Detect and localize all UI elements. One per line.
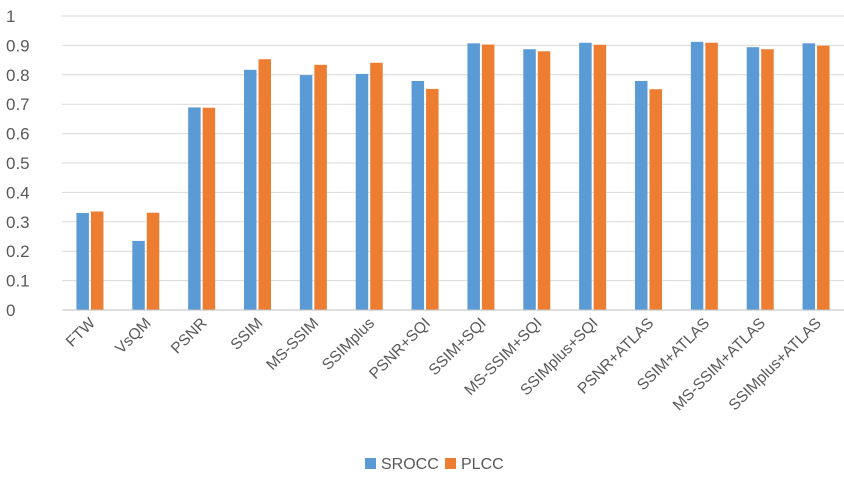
legend-swatch-srocc [365, 458, 376, 469]
gridlines [62, 15, 844, 282]
bar-srocc-ftw [76, 212, 89, 310]
bar-srocc-psnr-plus-atlas [635, 80, 648, 310]
legend-label-plcc: PLCC [461, 456, 504, 473]
legend-swatch-plcc [445, 458, 456, 469]
y-tick-label: 0.9 [6, 36, 30, 55]
bars [76, 41, 830, 311]
bar-srocc-ms-ssim-plus-sqi [523, 49, 536, 311]
bar-plcc-ssim-plus-sqi [481, 44, 495, 310]
bar-srocc-ssim-plus-atlas [690, 41, 704, 310]
y-tick-label: 0.2 [6, 242, 30, 261]
x-category-label: PSNR [168, 315, 210, 357]
bar-srocc-vsqm [132, 240, 145, 310]
y-tick-label: 0.6 [6, 125, 30, 144]
y-tick-label: 0.8 [6, 66, 30, 85]
bar-srocc-psnr [188, 107, 201, 311]
y-tick-label: 0.4 [6, 183, 30, 202]
y-tick-label: 0.1 [6, 272, 30, 291]
bar-plcc-ms-ssim-plus-sqi [537, 51, 551, 310]
bar-srocc-ssimplus-plus-atlas [802, 43, 816, 310]
y-tick-label: 0.3 [6, 213, 30, 232]
x-category-label: MS-SSIM+ATLAS [670, 315, 769, 414]
x-category-label: SSIMplus+ATLAS [726, 315, 825, 414]
bar-plcc-vsqm [146, 212, 160, 310]
bar-plcc-ms-ssim [314, 64, 327, 310]
x-category-label: VsQM [112, 315, 154, 357]
bar-srocc-psnr-plus-sqi [411, 80, 425, 310]
bar-srocc-ms-ssim [299, 75, 313, 311]
bar-srocc-ssim-plus-sqi [467, 43, 480, 310]
x-category-label: SSIM [228, 315, 267, 354]
x-category-label: SSIMplus [319, 315, 378, 374]
bar-plcc-ssim [258, 59, 271, 310]
bar-plcc-psnr [202, 107, 216, 310]
y-tick-label: 0.5 [6, 154, 30, 173]
x-category-label: MS-SSIM [263, 315, 322, 374]
y-tick-label: 0.7 [6, 95, 30, 114]
x-category-label: FTW [63, 315, 99, 351]
bar-plcc-ssimplus-plus-sqi [593, 44, 607, 310]
bar-plcc-ssimplus [370, 62, 383, 310]
legend-label-srocc: SROCC [381, 456, 439, 473]
bar-srocc-ms-ssim-plus-atlas [746, 47, 760, 310]
y-axis-tick-labels: 0 0.1 0.2 0.3 0.4 0.5 0.6 0.7 0.8 0.9 1 [6, 7, 30, 320]
bar-plcc-psnr-plus-atlas [649, 89, 662, 311]
bar-plcc-ftw [90, 211, 104, 310]
legend: SROCC PLCC [365, 456, 504, 473]
bar-srocc-ssimplus [355, 73, 369, 310]
x-category-label: PSNR+SQI [366, 315, 434, 383]
bar-plcc-ssimplus-plus-atlas [817, 45, 830, 310]
bar-srocc-ssimplus-plus-sqi [579, 42, 592, 311]
bar-plcc-ms-ssim-plus-atlas [761, 49, 774, 311]
bar-srocc-ssim [244, 69, 257, 310]
bar-plcc-ssim-plus-atlas [705, 42, 718, 311]
bar-plcc-psnr-plus-sqi [426, 88, 439, 310]
y-tick-label: 1 [6, 7, 15, 26]
y-tick-label: 0 [6, 301, 15, 320]
